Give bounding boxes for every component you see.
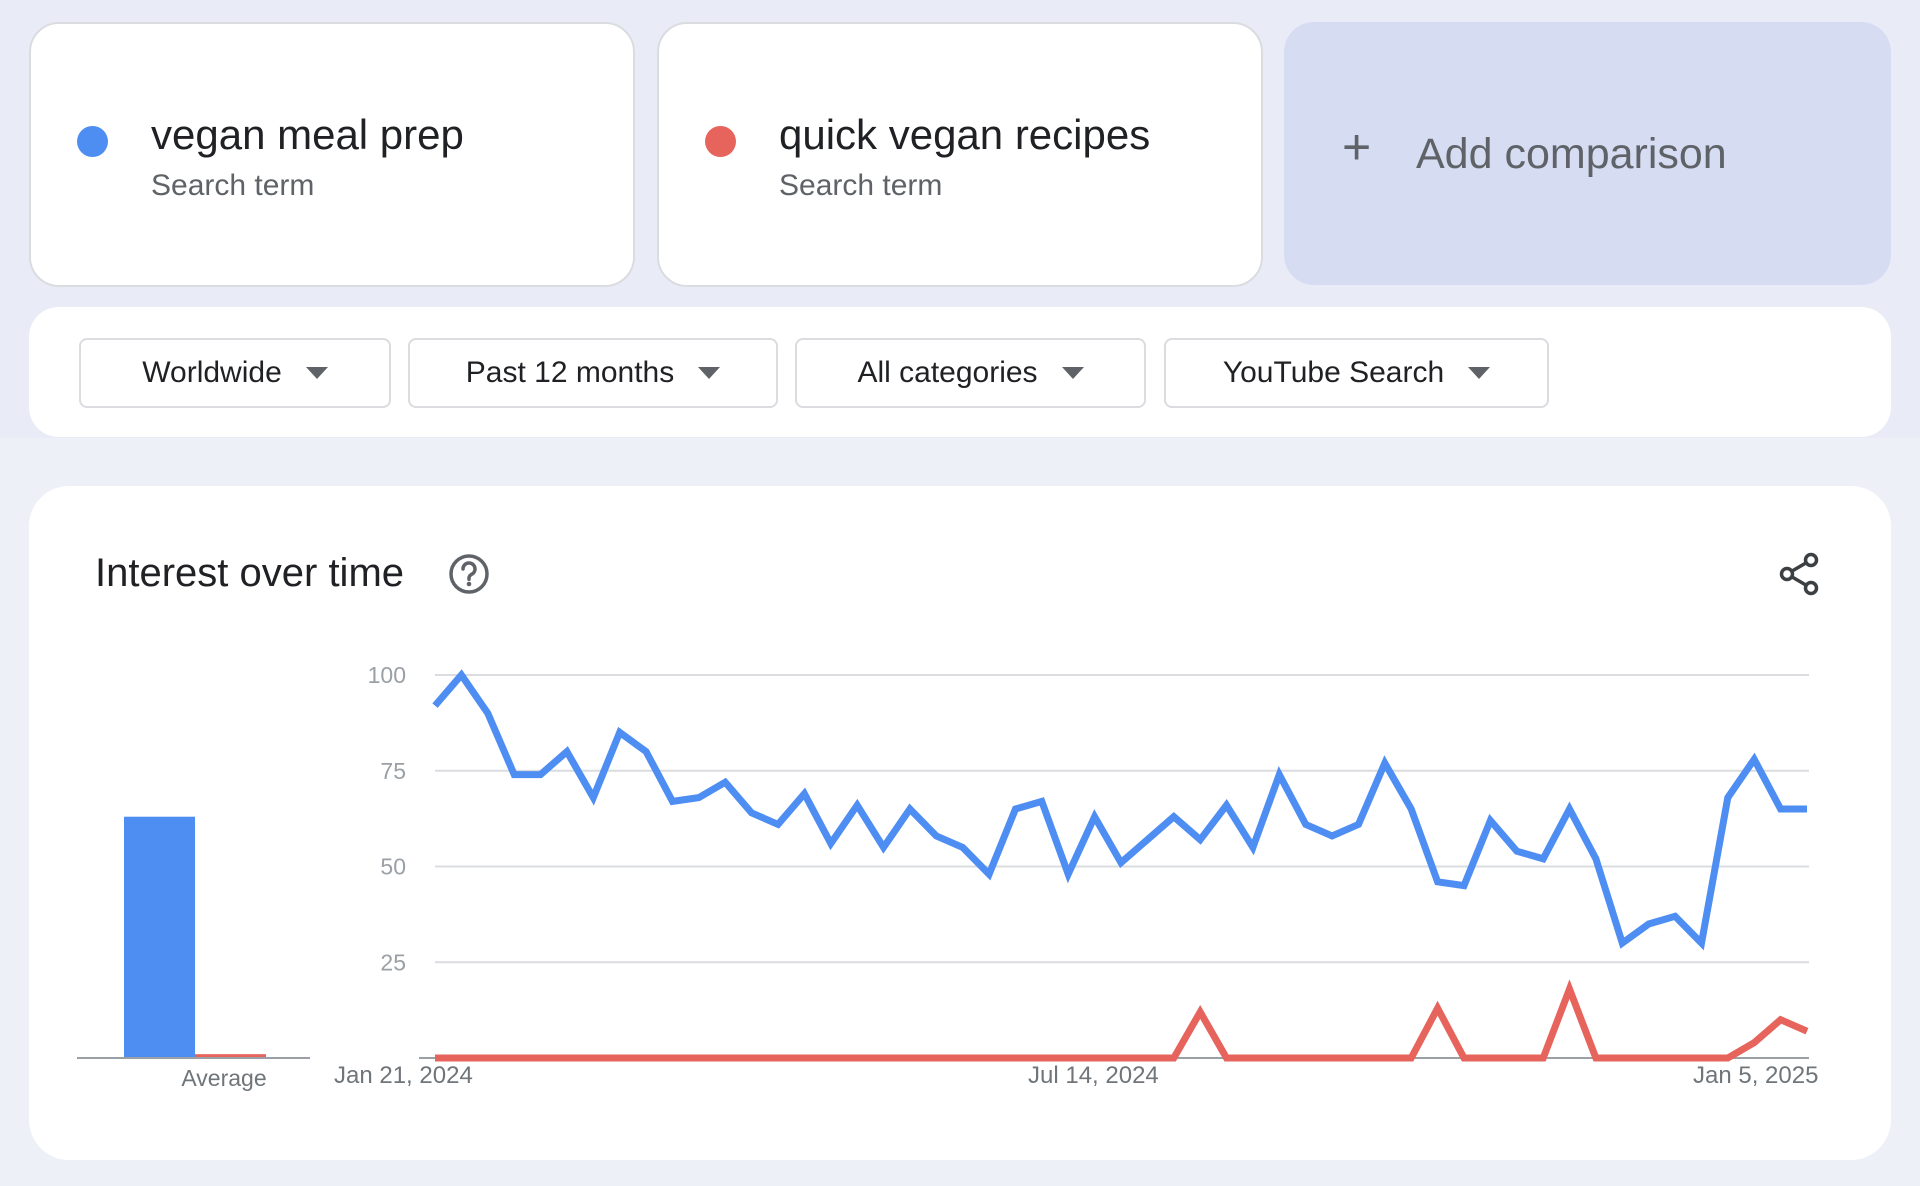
series-color-dot [705,126,736,157]
caret-down-icon [698,367,721,379]
category-dropdown[interactable]: All categories [795,338,1146,408]
x-tick-label: Jan 5, 2025 [1693,1062,1819,1089]
chart-title: Interest over time [95,551,405,595]
interest-chart: 100 75 50 25 [77,662,1809,1062]
term-name[interactable]: vegan meal prep [151,111,464,158]
term-type: Search term [779,169,943,202]
average-bar-2 [195,1054,266,1058]
caret-down-icon [305,367,328,379]
source-value: YouTube Search [1222,356,1445,389]
y-tick-label: 25 [380,949,406,975]
caret-down-icon [1468,367,1491,379]
time-range-dropdown[interactable]: Past 12 months [408,338,778,408]
term-card-2[interactable]: quick vegan recipes Search term [657,22,1263,287]
add-comparison-label: Add comparison [1416,130,1727,178]
add-comparison-button[interactable]: + Add comparison [1284,22,1891,285]
y-tick-label: 100 [368,662,406,688]
source-dropdown[interactable]: YouTube Search [1164,338,1549,408]
interest-over-time-card: Interest over time 100 75 50 25 Average Jan… [29,486,1891,1160]
x-tick-label: Jul 14, 2024 [1028,1062,1159,1089]
series-color-dot [77,126,108,157]
caret-down-icon [1061,367,1084,379]
x-tick-label: Jan 21, 2024 [334,1062,473,1089]
time-range-value: Past 12 months [465,356,675,389]
region-dropdown[interactable]: Worldwide [79,338,391,408]
series-line-2 [435,979,1809,1062]
category-value: All categories [857,356,1038,389]
average-bar-1 [124,816,195,1058]
filter-bar: Worldwide Past 12 months All categories … [29,307,1891,437]
term-type: Search term [151,169,315,202]
y-tick-label: 75 [380,758,406,784]
help-icon[interactable] [447,552,491,596]
y-tick-label: 50 [380,854,406,880]
plus-icon: + [1342,119,1372,175]
term-card-1[interactable]: vegan meal prep Search term [29,22,635,287]
term-name[interactable]: quick vegan recipes [779,111,1151,158]
average-label: Average [181,1065,267,1091]
series-line-1 [432,669,1807,951]
region-value: Worldwide [142,356,282,389]
share-icon[interactable] [1777,552,1821,596]
